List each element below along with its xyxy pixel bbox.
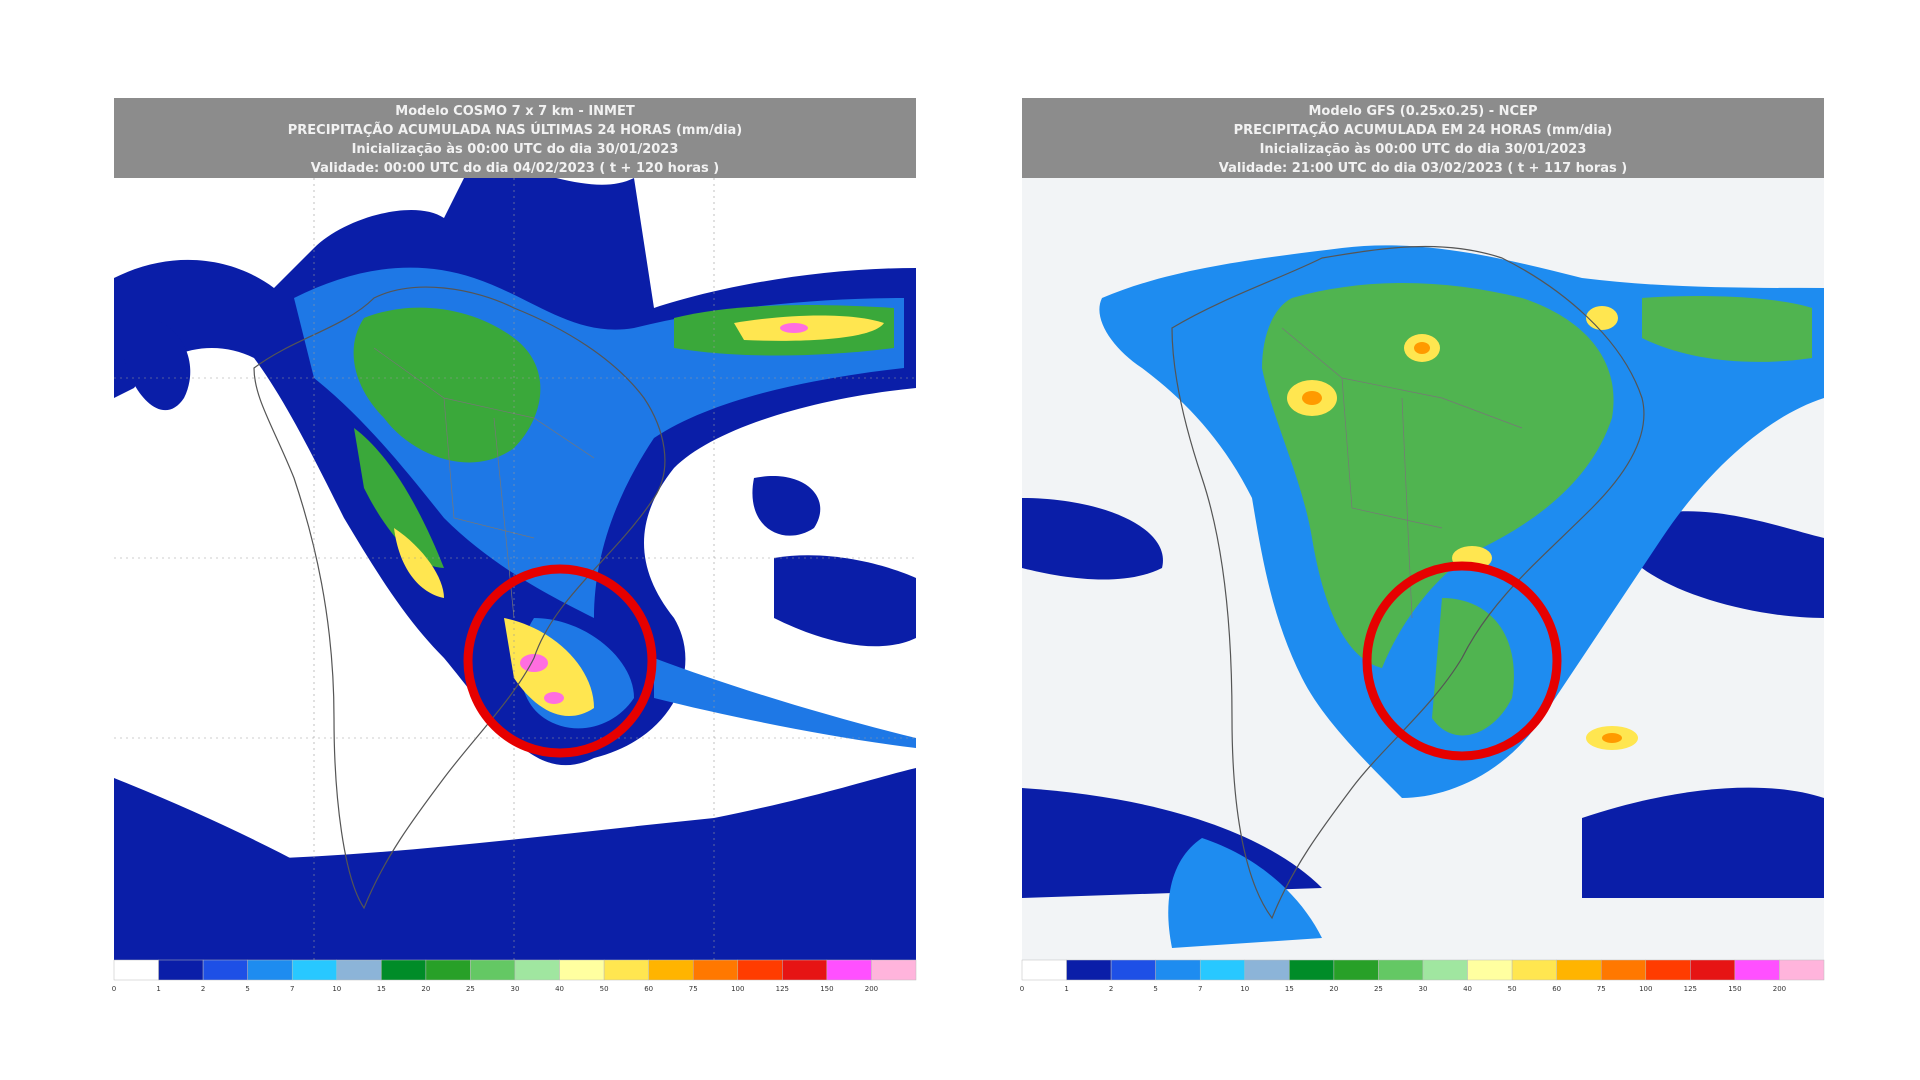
colorbar-swatch (1645, 959, 1691, 981)
colorbar-swatch (1690, 959, 1736, 981)
colorbar-swatch (1021, 959, 1067, 981)
colorbar-swatch (1110, 959, 1156, 981)
colorbar-swatch (1378, 959, 1424, 981)
colorbar-label: 20 (421, 985, 430, 993)
coastline (1171, 245, 1645, 920)
colorbar-label: 2 (201, 985, 205, 993)
gfs-map: Modelo GFS (0.25x0.25) - NCEP PRECIPITAÇÃ… (1020, 98, 1825, 993)
colorbar-swatch (291, 959, 338, 981)
precip-pink (520, 323, 808, 704)
colorbar-label: 200 (865, 985, 878, 993)
header-line: Validade: 21:00 UTC do dia 03/02/2023 ( … (1219, 161, 1627, 176)
colorbar-label: 30 (511, 985, 520, 993)
colorbar-label: 0 (112, 985, 116, 993)
colorbar-swatch (1066, 959, 1112, 981)
colorbar-label: 2 (1109, 985, 1113, 993)
header-line: Validade: 00:00 UTC do dia 04/02/2023 ( … (311, 161, 719, 176)
colorbar: 0 1 2 5 7 10 15 20 25 30 40 50 60 75 100 125 150 200 (112, 959, 917, 993)
colorbar-label: 40 (1463, 985, 1472, 993)
colorbar-swatch (1511, 959, 1557, 981)
header: Modelo COSMO 7 x 7 km - INMET PRECIPITAÇÃ… (288, 104, 743, 176)
colorbar-swatch (692, 959, 739, 981)
header: Modelo GFS (0.25x0.25) - NCEP PRECIPITAÇÃ… (1219, 104, 1627, 176)
colorbar-swatch (1155, 959, 1201, 981)
colorbar-swatch (782, 959, 828, 981)
colorbar-label: 75 (689, 985, 698, 993)
colorbar-swatch (1734, 959, 1780, 981)
colorbar-label: 1 (1064, 985, 1068, 993)
colorbar-swatch (648, 959, 694, 981)
colorbar-swatch (113, 959, 159, 981)
colorbar-label: 25 (1374, 985, 1383, 993)
colorbar-label: 50 (1508, 985, 1517, 993)
colorbar-label: 125 (776, 985, 789, 993)
colorbar-label: 30 (1419, 985, 1428, 993)
header-line: Modelo GFS (0.25x0.25) - NCEP (1308, 104, 1537, 119)
colorbar-swatch (202, 959, 248, 981)
colorbar-swatch (336, 959, 382, 981)
highlight-circle (1362, 561, 1562, 761)
colorbar-swatch (1333, 959, 1379, 981)
colorbar-swatch (381, 959, 427, 981)
colorbar-swatch (1289, 959, 1335, 981)
colorbar-swatch (1556, 959, 1602, 981)
colorbar-label: 125 (1684, 985, 1697, 993)
header-line: Inicialização às 00:00 UTC do dia 30/01/… (352, 142, 679, 157)
colorbar-label: 50 (600, 985, 609, 993)
grid (114, 178, 916, 960)
colorbar-label: 200 (1773, 985, 1786, 993)
header-bar (114, 98, 916, 178)
colorbar-label: 150 (1728, 985, 1741, 993)
precip-orange (1302, 342, 1622, 743)
colorbar-swatch (470, 959, 516, 981)
highlight-circle (463, 564, 657, 758)
colorbar-swatch (871, 959, 917, 981)
precip-yellow (394, 315, 884, 717)
colorbar-label: 0 (1020, 985, 1024, 993)
colorbar-swatch (158, 959, 204, 981)
colorbar-label: 75 (1597, 985, 1606, 993)
coastline (253, 286, 666, 910)
colorbar-label: 40 (555, 985, 564, 993)
header-line: PRECIPITAÇÃO ACUMULADA NAS ÚLTIMAS 24 HO… (288, 122, 743, 138)
colorbar-swatch (559, 959, 605, 981)
colorbar-swatch (1779, 959, 1825, 981)
header-line: PRECIPITAÇÃO ACUMULADA EM 24 HORAS (mm/d… (1234, 122, 1613, 138)
colorbar-label: 10 (1240, 985, 1249, 993)
colorbar-label: 100 (1639, 985, 1652, 993)
header-line: Modelo COSMO 7 x 7 km - INMET (395, 104, 635, 119)
colorbar-label: 15 (377, 985, 386, 993)
colorbar-label: 5 (245, 985, 249, 993)
colorbar-label: 1 (156, 985, 160, 993)
colorbar-label: 5 (1153, 985, 1157, 993)
colorbar-label: 25 (466, 985, 475, 993)
colorbar-swatch (737, 959, 783, 981)
colorbar-label: 10 (332, 985, 341, 993)
header-line: Inicialização às 00:00 UTC do dia 30/01/… (1260, 142, 1587, 157)
colorbar-swatch (1199, 959, 1246, 981)
colorbar-swatch (514, 959, 560, 981)
colorbar-swatch (603, 959, 649, 981)
header-bar (1022, 98, 1824, 178)
colorbar-label: 7 (1198, 985, 1202, 993)
colorbar-swatch (1600, 959, 1647, 981)
cosmo-map: Modelo COSMO 7 x 7 km - INMET PRECIPITAÇÃ… (112, 98, 917, 993)
colorbar-label: 20 (1329, 985, 1338, 993)
colorbar-swatch (1467, 959, 1513, 981)
colorbar-label: 60 (1552, 985, 1561, 993)
colorbar-label: 60 (644, 985, 653, 993)
colorbar-swatch (1244, 959, 1290, 981)
colorbar: 0 1 2 5 7 10 15 20 25 30 40 50 60 75 100 125 150 200 (1020, 959, 1825, 993)
colorbar-swatch (1422, 959, 1468, 981)
colorbar-swatch (826, 959, 872, 981)
colorbar-swatch (247, 959, 293, 981)
colorbar-label: 150 (820, 985, 833, 993)
colorbar-swatch (425, 959, 471, 981)
colorbar-label: 15 (1285, 985, 1294, 993)
colorbar-label: 100 (731, 985, 744, 993)
colorbar-label: 7 (290, 985, 294, 993)
